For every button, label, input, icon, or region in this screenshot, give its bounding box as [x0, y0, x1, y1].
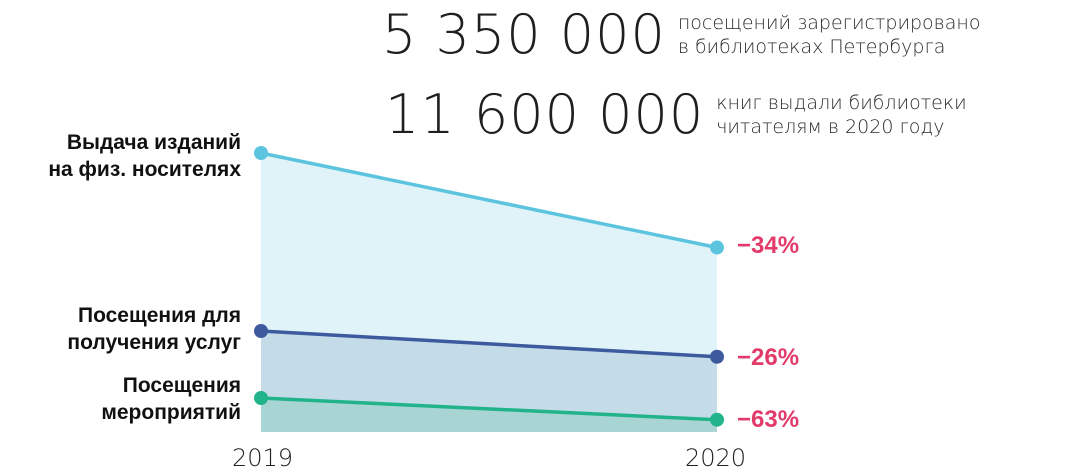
- series-label-line1: Посещения: [122, 374, 241, 397]
- stat-books: 11 600 000 книг выдали библиотеки читате…: [385, 88, 967, 142]
- series-label-service-visits: Посещения для получения услуг: [67, 302, 241, 356]
- series-label-line2: получения услуг: [67, 331, 241, 354]
- line-event-visits: [260, 396, 718, 422]
- x-tick-2020: 2020: [685, 444, 747, 472]
- point-service-visits-2020: [710, 349, 724, 364]
- series-label-physical-loans: Выдача изданий на физ. носителях: [48, 129, 241, 183]
- area-event-visits: [261, 398, 717, 432]
- change-label-physical-loans: −34%: [737, 232, 800, 259]
- stat-visits-number: 5 350 000: [382, 3, 666, 66]
- stat-visits-caption: посещений зарегистрировано в библиотеках…: [678, 11, 981, 59]
- series-label-line2: на физ. носителях: [48, 158, 241, 181]
- stat-books-caption-line2: читателям в 2020 году: [716, 116, 945, 138]
- stat-books-caption: книг выдали библиотеки читателям в 2020 …: [716, 91, 966, 139]
- line-service-visits: [260, 329, 718, 359]
- series-label-line2: мероприятий: [101, 401, 241, 424]
- x-tick-2019: 2019: [232, 444, 294, 472]
- stat-visits-caption-line2: в библиотеках Петербурга: [677, 36, 946, 58]
- series-label-line1: Выдача изданий: [66, 131, 241, 154]
- stat-visits: 5 350 000 посещений зарегистрировано в б…: [382, 8, 980, 62]
- point-physical-loans-2019: [254, 146, 268, 160]
- stat-books-caption-line1: книг выдали библиотеки: [716, 92, 967, 114]
- change-label-service-visits: −26%: [737, 344, 800, 371]
- point-event-visits-2019: [254, 391, 268, 405]
- point-event-visits-2020: [710, 412, 724, 427]
- change-label-event-visits: −63%: [737, 406, 800, 433]
- series-label-event-visits: Посещения мероприятий: [101, 372, 241, 426]
- point-service-visits-2019: [254, 324, 268, 338]
- series-label-line1: Посещения для: [77, 304, 241, 327]
- stat-visits-caption-line1: посещений зарегистрировано: [677, 12, 981, 34]
- stat-books-number: 11 600 000: [385, 83, 705, 146]
- point-physical-loans-2020: [710, 240, 724, 255]
- line-physical-loans: [260, 151, 718, 250]
